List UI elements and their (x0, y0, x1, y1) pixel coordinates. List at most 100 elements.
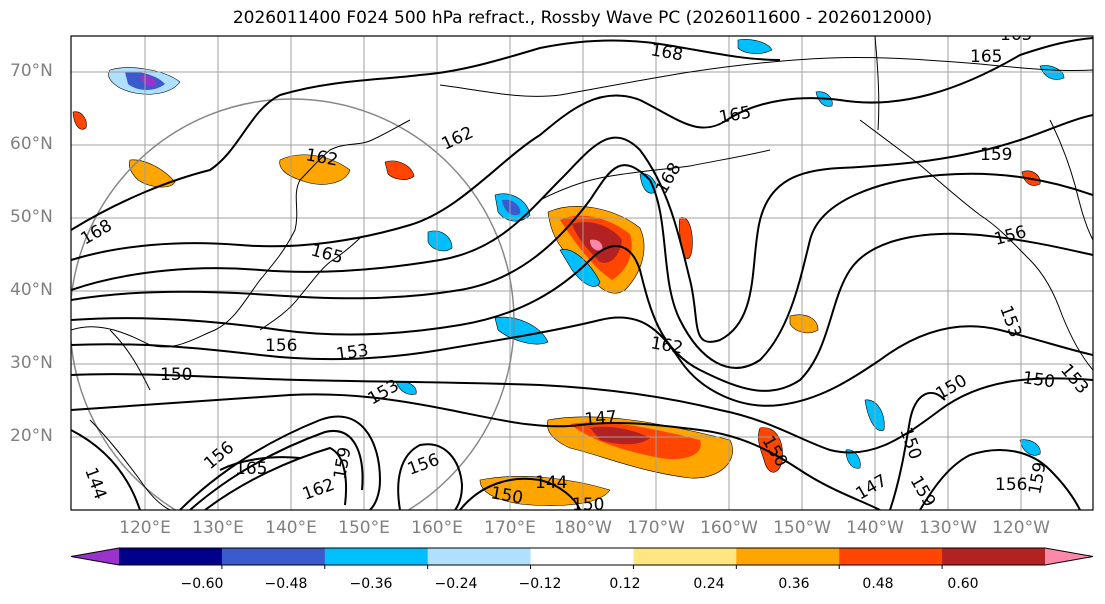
colorbar-segment (530, 548, 634, 565)
great-circle-ring (71, 98, 515, 510)
anomaly-patch-negative (559, 249, 601, 287)
colorbar-tick-label: 0.12 (609, 576, 641, 592)
coastline (109, 329, 151, 391)
lon-label: 160°W (700, 518, 758, 538)
contour-label: 159 (980, 145, 1012, 165)
contour-label: 156 (265, 336, 297, 356)
colorbar-segment (221, 548, 326, 565)
map-title: 2026011400 F024 500 hPa refract., Rossby… (232, 8, 933, 28)
colorbar-segment (942, 548, 1046, 565)
lon-label: 140°E (265, 518, 317, 538)
anomaly-patch-negative (737, 39, 773, 54)
colorbar-tick-label: −0.48 (264, 576, 308, 592)
anomaly-patch-positive (279, 154, 351, 185)
contour-line-162 (71, 114, 1093, 343)
coastline (259, 235, 363, 331)
contour-line-150 (459, 477, 581, 510)
colorbar-tick-label: 0.48 (862, 576, 894, 592)
lon-label: 120°W (992, 518, 1050, 538)
anomaly-patch-positive (789, 314, 819, 334)
lon-label: 170°E (484, 518, 536, 538)
colorbar-tick-label: −0.60 (180, 576, 224, 592)
contour-line-153 (71, 316, 1093, 407)
contour-line-144 (71, 429, 141, 510)
colorbar-tick-label: −0.12 (518, 576, 562, 592)
anomaly-patch-negative (1039, 65, 1065, 80)
colorbar-segment (324, 548, 429, 565)
contour-line-162 (204, 446, 348, 510)
anomaly-patch-positive (479, 476, 611, 506)
contour-line-159 (71, 164, 1093, 369)
coastline (89, 419, 171, 510)
contour-label: 144 (535, 473, 567, 493)
anomaly-patch-positive (72, 111, 87, 130)
colorbar-tick-label: 0.60 (947, 576, 979, 592)
lat-label-30n: 30°N (10, 353, 53, 373)
anomaly-patch-negative (427, 230, 453, 252)
lon-label: 130°W (919, 518, 977, 538)
colorbar-tick-label: 0.24 (693, 576, 725, 592)
lat-label-50n: 50°N (10, 207, 53, 227)
contour-label: 165 (970, 47, 1002, 67)
lon-label: 150°W (773, 518, 831, 538)
lon-label: 180°W (554, 518, 612, 538)
height-contours (71, 37, 1093, 510)
anomaly-fill-layer (72, 39, 1065, 506)
colorbar-extend-high (1045, 548, 1093, 565)
coastline (859, 119, 1093, 371)
contour-label: 150 (572, 495, 604, 515)
anomaly-patch-negative (1019, 439, 1041, 456)
coastline (1049, 119, 1093, 241)
contour-line-165 (71, 37, 1093, 261)
lat-label-20n: 20°N (10, 426, 53, 446)
colorbar-segment (736, 548, 840, 565)
contour-label: 150 (1021, 368, 1056, 392)
lon-label: 150°E (338, 518, 390, 538)
colorbar-tick-label: −0.24 (434, 576, 478, 592)
anomaly-patch-positive (590, 426, 650, 445)
map-frame (70, 35, 1094, 511)
coastline (539, 149, 771, 201)
contour-label: 150 (160, 365, 192, 385)
colorbar-segment (839, 548, 943, 565)
contour-line-150 (71, 373, 1093, 454)
anomaly-patch-negative (140, 75, 157, 87)
colorbar-segment (427, 548, 532, 565)
anomaly-patch-negative (845, 449, 861, 469)
contour-line-159 (919, 449, 1081, 510)
contour-line-156 (889, 391, 946, 510)
anomaly-patch-positive (758, 427, 783, 473)
lon-label: 170°W (627, 518, 685, 538)
lon-label: 160°E (411, 518, 463, 538)
contour-label: 156 (995, 475, 1027, 495)
contour-line-147 (71, 393, 881, 510)
graticule (71, 36, 1093, 510)
colorbar-outline (70, 547, 1094, 566)
lat-label-60n: 60°N (10, 134, 53, 154)
contour-line-156 (71, 232, 1093, 392)
contour-line-168 (71, 39, 781, 231)
lon-label: 140°W (846, 518, 904, 538)
coastline (874, 36, 880, 131)
colorbar (70, 547, 1094, 569)
contour-line-159 (189, 429, 364, 510)
anomaly-patch-positive (384, 160, 415, 180)
colorbar-segment (119, 548, 223, 565)
lat-label-40n: 40°N (10, 280, 53, 300)
coastline (439, 56, 1093, 97)
lon-label: 130°E (192, 518, 244, 538)
lat-label-70n: 70°N (10, 61, 53, 81)
contour-label: 153 (335, 341, 370, 365)
colorbar-segment (633, 548, 737, 565)
colorbar-tick-label: −0.36 (349, 576, 393, 592)
contour-line-165 (219, 456, 301, 471)
contour-label: 165 (235, 459, 267, 479)
anomaly-patch-negative (502, 199, 521, 216)
contour-label: 165 (1000, 25, 1032, 45)
contour-line-156 (397, 443, 464, 510)
colorbar-extend-low (71, 548, 119, 565)
contour-label: 147 (584, 407, 618, 430)
anomaly-patch-positive (590, 239, 603, 251)
lon-label: 120°E (119, 518, 171, 538)
